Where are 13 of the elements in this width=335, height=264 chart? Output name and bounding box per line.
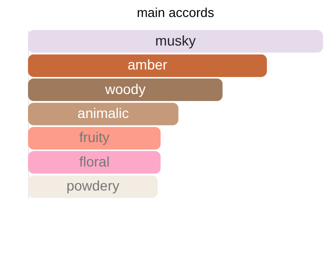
chart-title: main accords <box>136 5 215 20</box>
bar <box>28 126 161 150</box>
y-tick-label: floral <box>79 153 110 170</box>
bar <box>28 30 323 53</box>
y-tick-label: amber <box>128 56 168 73</box>
y-tick-label: musky <box>155 32 196 48</box>
bar <box>28 151 161 174</box>
y-tick-label: animalic <box>78 105 129 121</box>
bar <box>28 78 223 102</box>
y-tick-label: woody <box>104 80 146 97</box>
bar <box>28 54 267 77</box>
y-tick-label: fruity <box>79 129 110 146</box>
y-tick-label: powdery <box>66 178 120 194</box>
